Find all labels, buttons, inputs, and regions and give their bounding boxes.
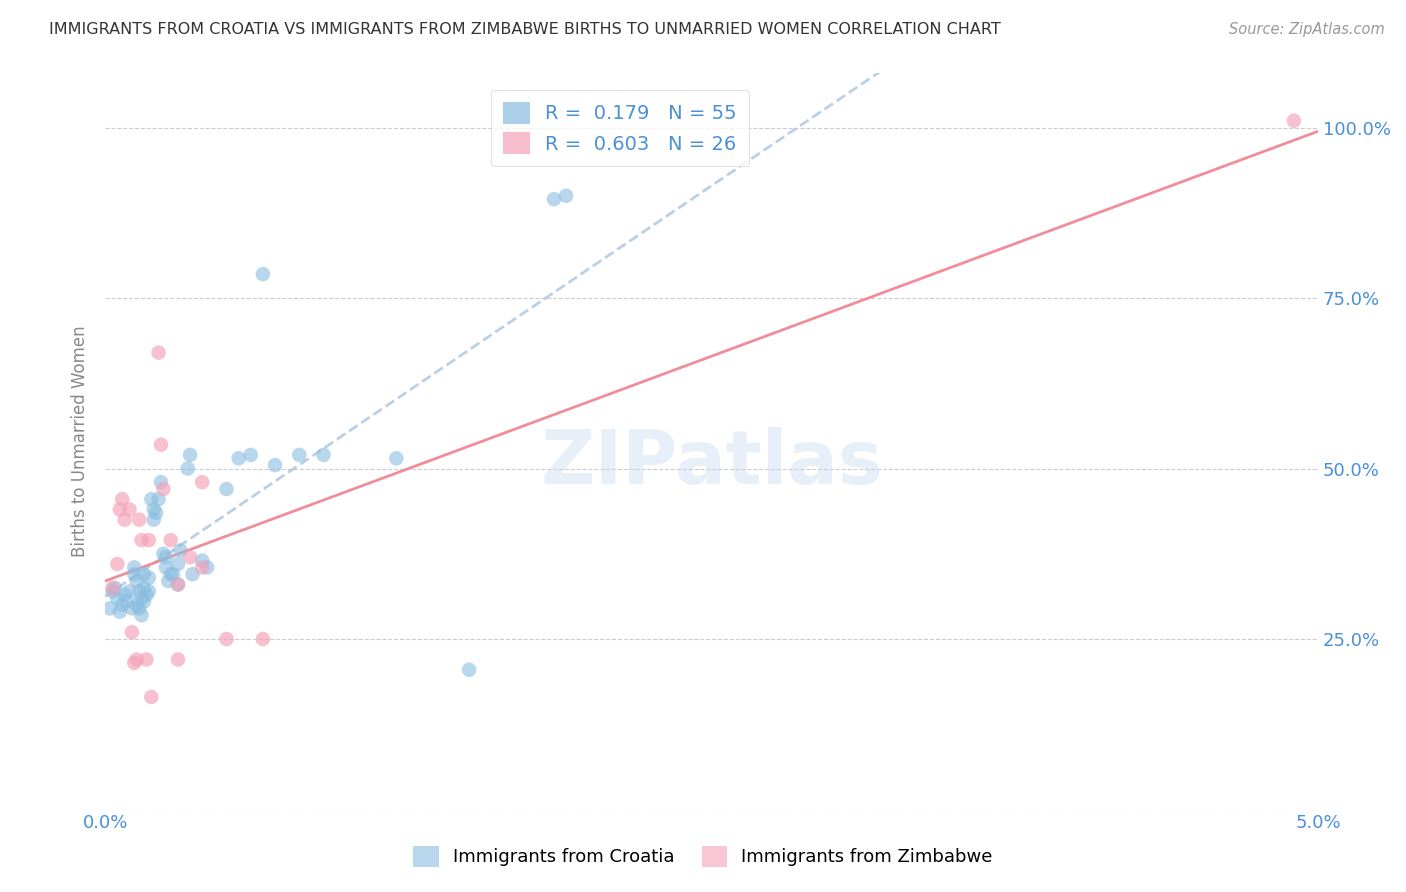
Point (167, 577, 190, 591)
Legend: R =  0.179   N = 55, R =  0.603   N = 26: R = 0.179 N = 55, R = 0.603 N = 26 (491, 90, 748, 166)
Point (179, 550, 201, 565)
Point (114, 588, 136, 602)
Point (131, 608, 153, 623)
Point (148, 492, 170, 507)
Point (114, 513, 136, 527)
Point (121, 601, 143, 615)
Point (135, 588, 157, 602)
Point (191, 560, 214, 574)
Point (115, 594, 138, 608)
Point (128, 601, 150, 615)
Point (138, 571, 160, 585)
Point (135, 652, 157, 666)
Point (385, 451, 408, 466)
Point (132, 594, 155, 608)
Point (458, 663, 481, 677)
Point (543, 192, 565, 206)
Point (132, 567, 155, 582)
Point (125, 652, 148, 666)
Point (179, 448, 201, 462)
Point (138, 533, 160, 548)
Point (131, 591, 153, 606)
Point (239, 448, 262, 462)
Point (167, 577, 190, 591)
Point (108, 502, 131, 516)
Point (150, 475, 173, 490)
Point (124, 656, 146, 670)
Point (111, 598, 134, 612)
Point (264, 458, 287, 472)
Point (152, 547, 174, 561)
Point (124, 567, 146, 582)
Point (145, 506, 167, 520)
Point (105, 591, 128, 606)
Point (167, 652, 190, 666)
Point (155, 550, 177, 565)
Point (191, 553, 214, 567)
Point (252, 267, 274, 281)
Point (148, 345, 170, 359)
Point (288, 448, 311, 462)
Point (1282, 113, 1305, 128)
Text: IMMIGRANTS FROM CROATIA VS IMMIGRANTS FROM ZIMBABWE BIRTHS TO UNMARRIED WOMEN CO: IMMIGRANTS FROM CROATIA VS IMMIGRANTS FR… (49, 22, 1001, 37)
Point (152, 482, 174, 496)
Point (118, 584, 141, 599)
Point (121, 625, 143, 640)
Point (138, 584, 160, 599)
Point (98, 601, 121, 615)
Text: Source: ZipAtlas.com: Source: ZipAtlas.com (1229, 22, 1385, 37)
Point (108, 605, 131, 619)
Point (125, 574, 148, 588)
Legend: Immigrants from Croatia, Immigrants from Zimbabwe: Immigrants from Croatia, Immigrants from… (406, 838, 1000, 874)
Point (157, 574, 180, 588)
Point (124, 560, 146, 574)
Point (128, 584, 150, 599)
Point (312, 448, 335, 462)
Point (167, 557, 190, 571)
Point (215, 632, 238, 646)
Point (150, 438, 173, 452)
Point (142, 513, 165, 527)
Point (215, 482, 238, 496)
Point (118, 502, 141, 516)
Point (159, 567, 181, 582)
Point (195, 560, 218, 574)
Point (111, 492, 134, 507)
Point (252, 632, 274, 646)
Point (101, 584, 124, 599)
Point (162, 567, 184, 582)
Point (128, 513, 150, 527)
Point (155, 560, 177, 574)
Point (181, 567, 204, 582)
Point (191, 475, 214, 490)
Point (141, 492, 163, 507)
Point (555, 188, 578, 202)
Point (176, 461, 198, 475)
Point (125, 598, 148, 612)
Point (142, 502, 165, 516)
Point (104, 581, 127, 595)
Point (105, 557, 128, 571)
Point (159, 533, 181, 548)
Point (228, 451, 250, 466)
Point (101, 581, 124, 595)
Y-axis label: Births to Unmarried Women: Births to Unmarried Women (72, 326, 89, 558)
Point (131, 533, 153, 548)
Text: ZIPatlas: ZIPatlas (540, 427, 883, 500)
Point (141, 690, 163, 704)
Point (132, 581, 155, 595)
Point (169, 543, 191, 558)
